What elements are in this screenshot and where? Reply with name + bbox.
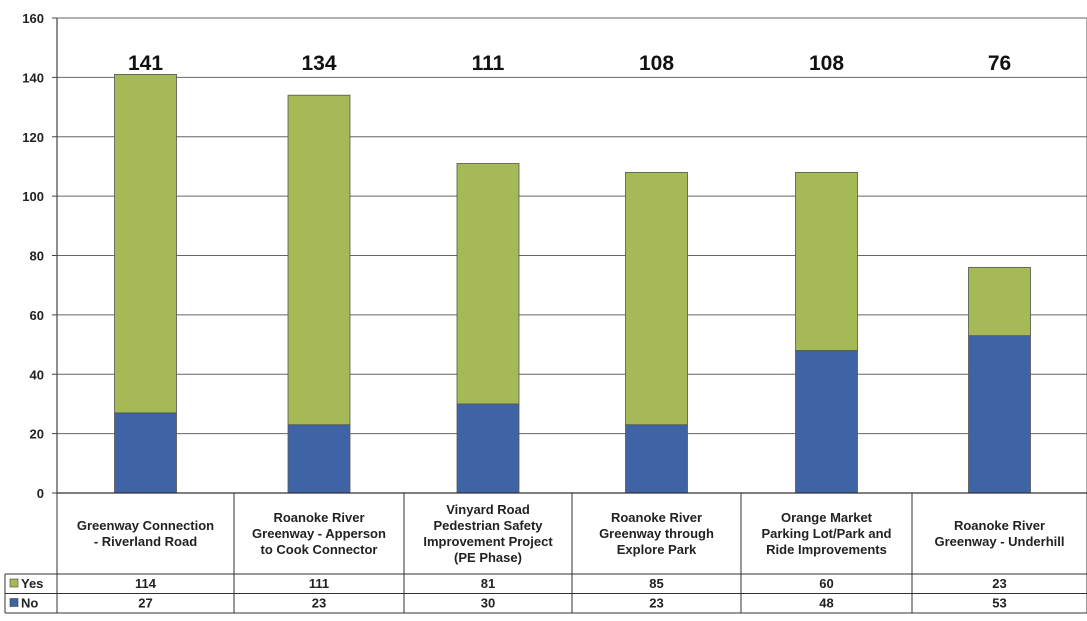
bar-segment-yes xyxy=(795,171,858,351)
legend-swatch-no xyxy=(9,598,19,607)
y-tick-label: 40 xyxy=(30,367,44,382)
legend-label-yes: Yes xyxy=(21,576,43,591)
table-cell-yes: 23 xyxy=(992,576,1006,591)
table-cell-no: 27 xyxy=(138,596,152,611)
bar-segment-yes xyxy=(968,266,1031,337)
category-label: (PE Phase) xyxy=(454,550,522,565)
bar-segment-yes xyxy=(456,163,520,405)
total-label: 134 xyxy=(301,52,336,75)
legend-swatch-yes xyxy=(9,578,19,588)
category-label: Improvement Project xyxy=(423,534,553,549)
category-label: - Riverland Road xyxy=(94,534,197,549)
table-cell-yes: 114 xyxy=(135,576,157,591)
bar-segment-yes xyxy=(287,94,351,426)
y-tick-label: 120 xyxy=(22,130,44,145)
category-label: to Cook Connector xyxy=(261,542,378,557)
total-label: 108 xyxy=(809,52,844,75)
table-cell-no: 30 xyxy=(481,596,495,611)
y-tick-label: 80 xyxy=(30,249,44,264)
table-cell-yes: 81 xyxy=(481,576,495,591)
gridlines xyxy=(56,17,1087,494)
table-cell-yes: 111 xyxy=(309,576,329,591)
y-tick-label: 160 xyxy=(22,11,44,26)
y-tick-label: 0 xyxy=(37,486,44,501)
category-label: Orange Market xyxy=(781,510,873,525)
bar-segment-no xyxy=(968,335,1031,494)
category-label: Greenway - Apperson xyxy=(252,526,386,541)
category-label: Greenway - Underhill xyxy=(934,534,1064,549)
category-label: Roanoke River xyxy=(273,510,364,525)
bar-segment-no xyxy=(287,424,351,494)
bar-segment-no xyxy=(114,412,177,494)
total-label: 111 xyxy=(472,52,505,75)
table-cell-yes: 60 xyxy=(819,576,833,591)
table-cell-no: 53 xyxy=(992,596,1006,611)
category-label: Greenway Connection xyxy=(77,518,214,533)
category-label: Vinyard Road xyxy=(446,502,530,517)
total-label: 141 xyxy=(128,52,163,75)
bars xyxy=(114,74,1031,494)
bar-segment-no xyxy=(625,424,688,494)
category-label: Greenway through xyxy=(599,526,714,541)
total-label: 108 xyxy=(639,52,674,75)
category-label: Ride Improvements xyxy=(766,542,887,557)
bar-segment-yes xyxy=(625,171,688,426)
category-label: Roanoke River xyxy=(954,518,1045,533)
category-label: Pedestrian Safety xyxy=(433,518,543,533)
table-cell-no: 23 xyxy=(649,596,663,611)
category-label: Parking Lot/Park and xyxy=(761,526,891,541)
y-axis: 0 20 40 60 80 100 120 140 160 xyxy=(22,11,58,501)
total-labels: 141 134 111 108 108 76 xyxy=(128,52,1011,75)
legend-label-no: No xyxy=(21,596,38,611)
total-label: 76 xyxy=(988,52,1011,75)
bar-segment-no xyxy=(795,350,858,494)
table-cell-no: 23 xyxy=(312,596,326,611)
category-label: Explore Park xyxy=(617,542,697,557)
y-tick-label: 140 xyxy=(22,70,44,85)
data-table: Greenway Connection- Riverland Road Roano… xyxy=(4,492,1087,614)
y-tick-label: 20 xyxy=(30,427,44,442)
table-cell-no: 48 xyxy=(819,596,833,611)
bar-segment-yes xyxy=(114,74,177,414)
bar-segment-no xyxy=(456,403,520,494)
y-tick-label: 60 xyxy=(30,308,44,323)
table-cell-yes: 85 xyxy=(649,576,663,591)
y-tick-label: 100 xyxy=(22,189,44,204)
category-label: Roanoke River xyxy=(611,510,702,525)
